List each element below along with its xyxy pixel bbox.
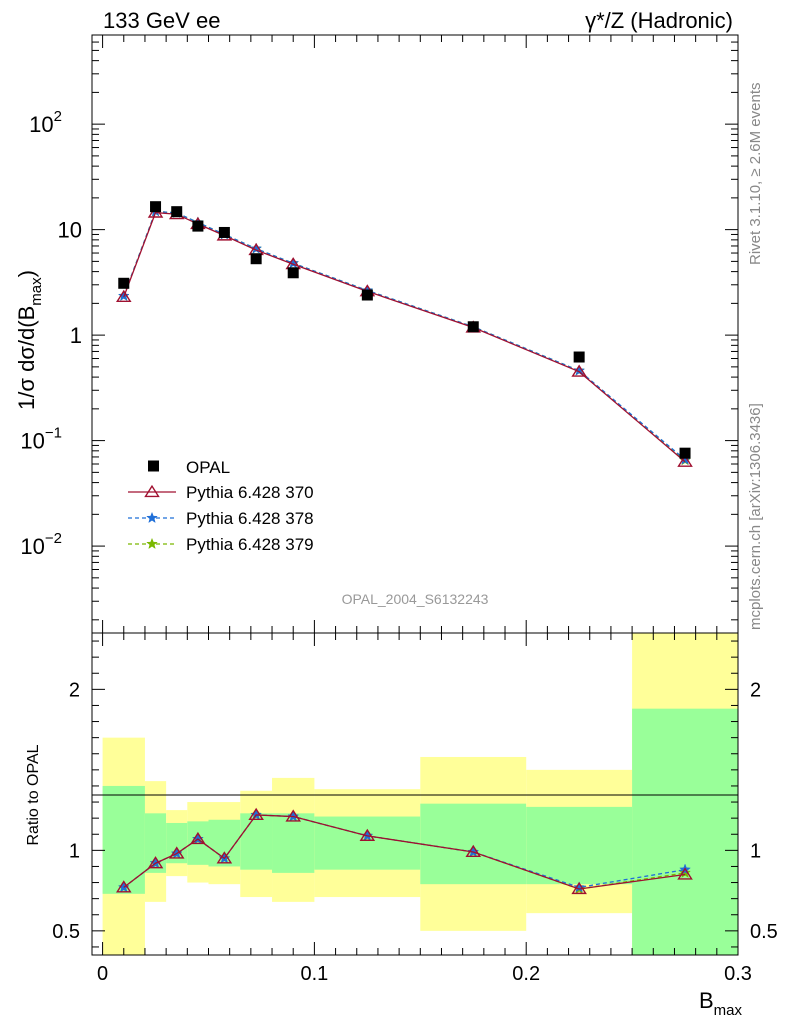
ratio-band-green: [102, 785, 145, 894]
legend-label-1: Pythia 6.428 378: [186, 509, 314, 528]
legend-label-0: Pythia 6.428 370: [186, 483, 314, 502]
ratio-y-tick-label-right: 0.5: [750, 921, 778, 943]
ratio-plot-area: 0 0.1 0.2 0.3 0.5 0.5 1 1 2 2: [52, 632, 778, 985]
main-series-1-marker: [287, 257, 300, 269]
x-label-sub: max: [714, 1002, 743, 1019]
ratio-y-tick-label: 2: [69, 679, 80, 701]
legend: OPAL Pythia 6.428 370 Pythia 6.428 378 Pyth…: [128, 458, 314, 554]
opal-data-point: [361, 289, 373, 301]
legend-marker-opal: [148, 460, 159, 472]
x-label-main: B: [699, 988, 714, 1013]
analysis-tag: OPAL_2004_S6132243: [342, 591, 489, 607]
ratio-panel-frame: [91, 632, 739, 956]
main-series-0-marker: [571, 364, 587, 377]
main-series-1-marker: [250, 242, 263, 254]
ratio-series: [115, 807, 693, 895]
ratio-axes: 0 0.1 0.2 0.3 0.5 0.5 1 1 2 2: [52, 633, 778, 985]
ratio-y-tick-label-right: 1: [750, 840, 761, 862]
opal-data-point: [679, 447, 691, 459]
ratio-y-tick-label: 0.5: [52, 921, 80, 943]
ratio-series-0-marker: [147, 856, 164, 869]
main-y-tick-base: 10: [20, 534, 44, 559]
main-y-tick-label: 10: [58, 218, 82, 243]
legend-label-opal: OPAL: [186, 458, 230, 477]
main-y-tick-base: 10: [20, 429, 44, 454]
ratio-series-0-line: [123, 814, 686, 890]
ratio-band-green: [632, 708, 738, 955]
opal-data-point: [118, 277, 130, 289]
process-label: γ*/Z (Hadronic): [585, 8, 733, 33]
ratio-x-tick-label: 0: [97, 963, 108, 985]
ratio-y-axis-label: Ratio to OPAL: [25, 744, 42, 845]
main-data-points: [118, 201, 691, 459]
rivet-version-label: Rivet 3.1.10, ≥ 2.6M events: [747, 83, 764, 266]
main-y-tick-label: 1: [70, 323, 82, 348]
ratio-series-0-marker: [115, 880, 132, 893]
legend-marker-0: [144, 484, 160, 498]
main-y-axis-label: 1/σ dσ/d(Bmax): [14, 270, 45, 410]
main-y-tick-exponent: 2: [54, 108, 62, 125]
mcplots-label: mcplots.cern.ch [arXiv:1306.3436]: [747, 403, 764, 630]
main-y-tick-exponent: −2: [45, 530, 62, 547]
opal-data-point: [573, 351, 585, 363]
legend-marker-2: [146, 537, 158, 550]
ratio-series-0-marker: [190, 831, 206, 845]
ratio-series-0-marker: [168, 846, 185, 859]
main-y-label-close: ): [14, 270, 39, 277]
opal-data-point: [250, 253, 262, 265]
ratio-band-green: [166, 822, 188, 864]
ratio-bands: [102, 633, 738, 955]
main-series-0-marker: [115, 289, 132, 303]
ratio-x-tick-label: 0.2: [512, 963, 540, 985]
ratio-band-green: [420, 803, 527, 885]
main-y-tick-label: 10−2: [20, 530, 62, 559]
main-series-0-marker: [677, 454, 693, 467]
opal-data-point: [287, 267, 299, 279]
opal-data-point: [192, 220, 204, 232]
main-y-tick-label: 10−1: [20, 425, 62, 454]
opal-data-point: [150, 201, 162, 213]
legend-label-2: Pythia 6.428 379: [186, 535, 314, 554]
main-series-0-line: [123, 211, 686, 463]
main-series: [115, 205, 693, 467]
x-axis-label: Bmax: [699, 988, 743, 1019]
ratio-series-2-marker: [679, 866, 691, 878]
ratio-band-green: [240, 813, 273, 870]
ratio-y-tick-label-right: 2: [750, 679, 761, 701]
ratio-x-tick-label: 0.1: [300, 963, 328, 985]
ratio-x-tick-label: 0.3: [724, 963, 752, 985]
opal-data-point: [218, 226, 230, 238]
ratio-band-green: [314, 816, 421, 870]
main-series-1-line: [123, 210, 686, 461]
ratio-band-green: [272, 813, 315, 873]
main-y-tick-base: 10: [58, 218, 82, 243]
main-series-1-marker: [573, 364, 586, 376]
ratio-series-0-marker: [677, 867, 693, 880]
energy-label: 133 GeV ee: [103, 8, 220, 33]
ratio-y-tick-label: 1: [69, 840, 80, 862]
ratio-series-0-marker: [285, 809, 301, 822]
main-y-tick-label: 102: [29, 108, 62, 137]
main-y-label-main: 1/σ dσ/d(B: [14, 306, 39, 410]
ratio-series-1-marker: [573, 881, 586, 893]
ratio-series-0-marker: [359, 828, 376, 841]
main-y-tick-exponent: −1: [45, 425, 62, 442]
main-y-tick-base: 1: [70, 323, 82, 348]
ratio-series-0-marker: [248, 807, 264, 821]
ratio-band-green: [144, 813, 167, 873]
ratio-series-0-marker: [465, 844, 482, 858]
main-series-2-line: [123, 210, 686, 461]
main-y-label-sub: max: [28, 277, 45, 306]
opal-data-point: [467, 321, 479, 333]
ratio-band-green: [526, 806, 633, 885]
ratio-series-0-marker: [571, 881, 587, 895]
opal-data-point: [171, 206, 183, 218]
main-y-tick-base: 10: [29, 112, 53, 137]
legend-marker-1: [146, 511, 158, 524]
ratio-series-0-marker: [216, 851, 233, 864]
